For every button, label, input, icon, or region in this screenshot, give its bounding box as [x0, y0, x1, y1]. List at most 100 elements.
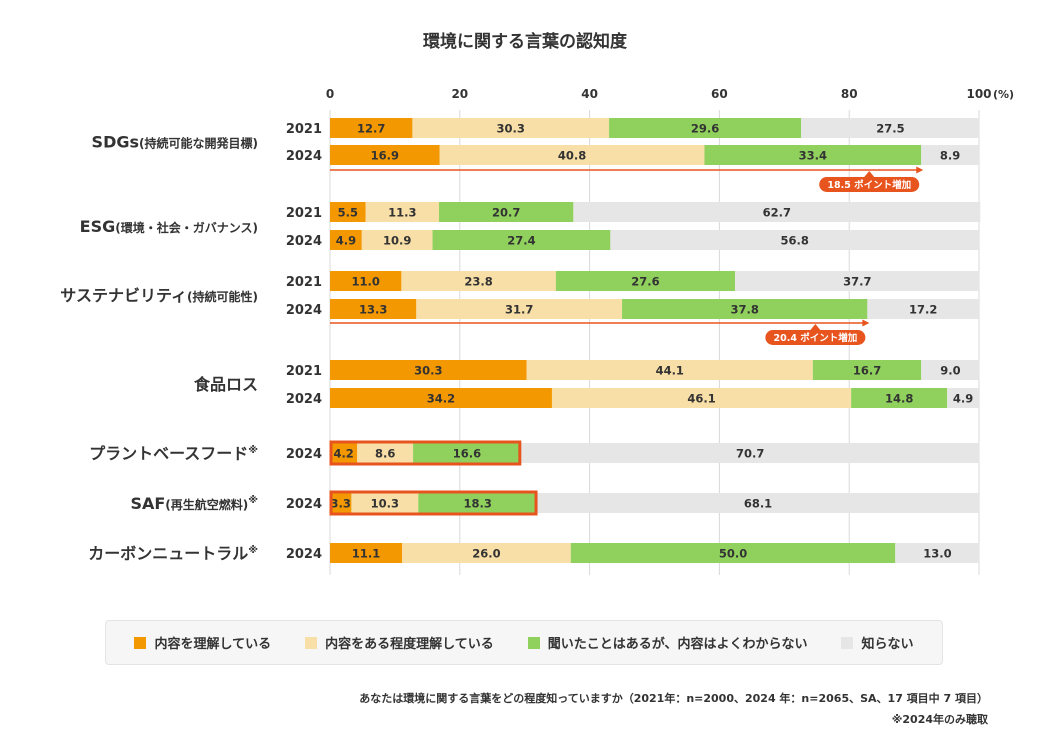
- data-label: 17.2: [909, 303, 937, 317]
- increase-arrowhead: [916, 166, 924, 174]
- bar-segment: [439, 145, 705, 165]
- category-label: プラントベースフード※: [89, 444, 258, 463]
- data-label: 34.2: [427, 392, 455, 406]
- bar-segment: [573, 202, 981, 222]
- annotation-pointer: [810, 324, 821, 330]
- data-label: 46.1: [687, 392, 715, 406]
- annotation-label: 20.4 ポイント増加: [773, 332, 857, 344]
- data-label: 16.7: [853, 364, 881, 378]
- bar-segment: [851, 388, 948, 408]
- annotation-label: 18.5 ポイント増加: [827, 179, 911, 191]
- bar-segment: [330, 118, 413, 138]
- data-label: 26.0: [472, 547, 500, 561]
- footnote-note: ※2024年のみ聴取: [891, 713, 988, 726]
- data-label: 11.3: [388, 206, 416, 220]
- data-label: 16.9: [371, 149, 399, 163]
- data-label: 40.8: [558, 149, 586, 163]
- bar-segment: [537, 493, 979, 513]
- bar-segment: [330, 360, 527, 380]
- bar-segment: [330, 299, 417, 319]
- year-label: 2024: [286, 547, 322, 562]
- bar-segment: [330, 543, 403, 563]
- data-label: 27.4: [507, 234, 535, 248]
- year-label: 2021: [286, 206, 322, 221]
- annotation-badge: [765, 330, 866, 345]
- legend-label: 内容を理解している: [154, 637, 272, 652]
- category-label: サステナビリティ(持続可能性): [60, 286, 258, 305]
- data-label: 14.8: [885, 392, 913, 406]
- bar-segment: [432, 230, 611, 250]
- category-name: 食品ロス: [193, 375, 258, 394]
- data-label: 13.0: [923, 547, 951, 561]
- bar-segment: [555, 271, 735, 291]
- year-label: 2021: [286, 364, 322, 379]
- category-label: SAF(再生航空燃料)※: [130, 494, 258, 513]
- bar-segment: [551, 388, 852, 408]
- data-label: 12.7: [357, 122, 385, 136]
- data-label: 10.3: [371, 497, 399, 511]
- bar-segment: [520, 443, 980, 463]
- bar-segment: [365, 202, 440, 222]
- bar-segment: [947, 388, 979, 408]
- data-label: 68.1: [744, 497, 772, 511]
- x-tick-label: 0: [326, 87, 334, 101]
- chart-title: 環境に関する言葉の認知度: [423, 32, 627, 52]
- legend-label: 知らない: [861, 637, 914, 652]
- legend-item: 内容を理解している: [134, 633, 271, 652]
- data-label: 70.7: [736, 447, 764, 461]
- data-label: 4.9: [336, 234, 356, 248]
- x-tick-label: 60: [711, 87, 728, 101]
- bar-segment: [570, 543, 896, 563]
- data-label: 56.8: [780, 234, 808, 248]
- year-label: 2024: [286, 392, 322, 407]
- bar-segment: [812, 360, 922, 380]
- category-note-mark: ※: [248, 544, 258, 556]
- bar-segment: [622, 299, 868, 319]
- data-label: 37.7: [843, 275, 871, 289]
- bar-segment: [413, 443, 521, 463]
- bar-segment: [609, 118, 802, 138]
- bar-segment: [416, 299, 623, 319]
- category-name: サステナビリティ: [60, 286, 187, 305]
- legend-swatch: [134, 636, 147, 649]
- category-name: SDGs: [92, 133, 139, 152]
- year-label: 2024: [286, 303, 322, 318]
- data-label: 16.6: [453, 447, 481, 461]
- footnote-survey-question: あなたは環境に関する言葉をどの程度知っていますか（2021年：n=2000、20…: [359, 692, 988, 705]
- bar-segment: [734, 271, 980, 291]
- bar-segment: [418, 493, 538, 513]
- category-name: カーボンニュートラル: [88, 544, 248, 563]
- data-label: 4.9: [953, 392, 973, 406]
- data-label: 10.9: [383, 234, 411, 248]
- category-label: SDGs(持続可能な開発目標): [92, 133, 258, 152]
- legend-item: 聞いたことはあるが、内容はよくわからない: [527, 633, 808, 652]
- data-label: 3.3: [331, 497, 351, 511]
- year-label: 2024: [286, 149, 322, 164]
- data-label: 50.0: [719, 547, 747, 561]
- legend-swatch: [305, 636, 318, 649]
- bar-segment: [330, 230, 362, 250]
- annotation-badge: [819, 177, 920, 192]
- bar-segment: [401, 271, 556, 291]
- category-label: ESG(環境・社会・ガバナンス): [80, 217, 258, 236]
- category-sublabel: (環境・社会・ガバナンス): [115, 220, 258, 235]
- bar-segment: [361, 230, 433, 250]
- category-name: SAF: [130, 494, 165, 513]
- bar-segment: [801, 118, 980, 138]
- data-label: 37.8: [731, 303, 759, 317]
- bar-segment: [526, 360, 813, 380]
- year-label: 2024: [286, 497, 322, 512]
- data-label: 8.6: [375, 447, 395, 461]
- bar-segment: [330, 271, 402, 291]
- data-label: 62.7: [763, 206, 791, 220]
- data-label: 30.3: [414, 364, 442, 378]
- bar-segment: [330, 145, 440, 165]
- legend-label: 聞いたことはあるが、内容はよくわからない: [547, 637, 808, 652]
- data-label: 33.4: [799, 149, 827, 163]
- data-label: 13.3: [359, 303, 387, 317]
- data-label: 31.7: [505, 303, 533, 317]
- legend-swatch: [527, 636, 540, 649]
- category-note-mark: ※: [248, 444, 258, 456]
- bar-segment: [412, 118, 610, 138]
- data-label: 44.1: [656, 364, 684, 378]
